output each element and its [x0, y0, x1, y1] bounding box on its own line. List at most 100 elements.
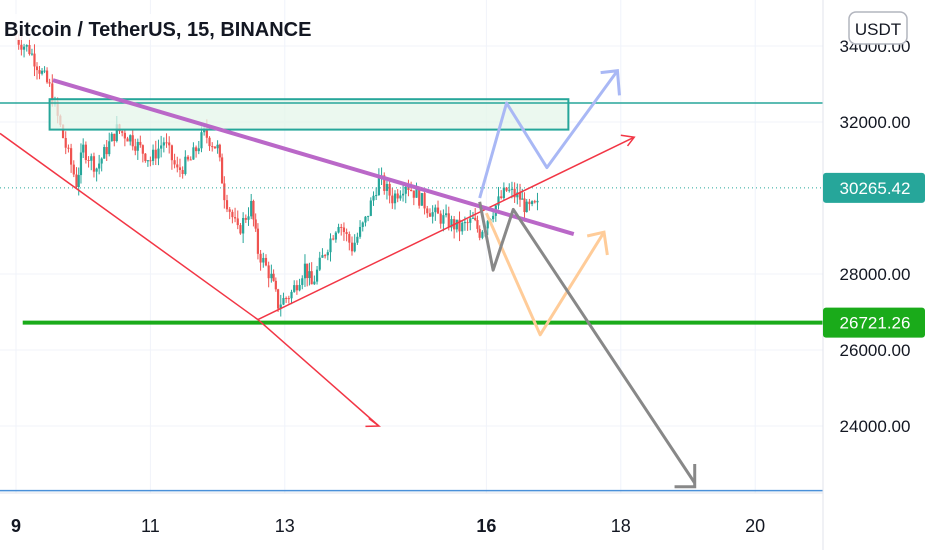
candle-body: [450, 219, 453, 228]
candle-body: [420, 193, 423, 206]
candle-body: [181, 170, 184, 174]
arrowhead-red-up: [620, 134, 636, 147]
candle-body: [252, 200, 255, 220]
candle-body: [393, 193, 397, 204]
candle-body: [279, 304, 282, 309]
candle-body: [356, 236, 359, 243]
candle-body: [340, 226, 343, 228]
candle-body: [256, 228, 260, 254]
candle-body: [350, 242, 354, 252]
candle-body: [197, 148, 200, 152]
candle-body: [337, 226, 340, 233]
candle-body: [22, 46, 26, 50]
resistance-trendline[interactable]: [52, 78, 575, 237]
candle-body: [412, 190, 415, 198]
candle-body: [254, 219, 257, 229]
ascending-trendline[interactable]: [257, 136, 635, 321]
candle-body: [225, 200, 229, 210]
time-tick-label: 16: [476, 516, 496, 536]
price-label-current-background: [823, 172, 925, 203]
candle-body: [75, 174, 78, 188]
candle-body: [84, 144, 87, 160]
time-tick-label: 20: [745, 516, 765, 536]
candle-body: [436, 207, 440, 214]
candle-body: [146, 160, 149, 162]
candle-body: [521, 198, 524, 200]
candle-body: [525, 201, 528, 213]
time-axis[interactable]: 9 11 13 16 18 20: [11, 516, 765, 536]
candle-body: [329, 238, 332, 253]
candle-body: [474, 217, 477, 221]
candle-body: [492, 215, 495, 220]
candle-body: [134, 146, 137, 151]
candle-body: [244, 217, 247, 220]
candle-body: [353, 242, 356, 252]
candle-body: [466, 222, 469, 224]
candle-body: [458, 219, 461, 232]
candle-body: [20, 44, 23, 50]
candle-body: [505, 187, 508, 191]
price-tick-label: 26000.00: [840, 341, 911, 360]
candle-body: [410, 189, 413, 191]
candle-body: [418, 189, 421, 206]
candle-body: [321, 255, 324, 258]
candle-body: [361, 222, 364, 227]
candle-body: [70, 148, 73, 165]
descending-trendline-extension[interactable]: [257, 319, 380, 427]
candle-body: [293, 285, 296, 292]
candle-body: [218, 144, 221, 158]
candle-body: [160, 145, 163, 149]
candle-body: [38, 70, 41, 74]
candle-body: [530, 201, 534, 205]
candle-body: [463, 222, 466, 224]
candle-body: [105, 147, 108, 155]
candle-body: [141, 145, 144, 154]
candle-body: [170, 145, 174, 161]
candle-body: [306, 263, 309, 279]
bearish-projection[interactable]: [478, 201, 696, 484]
candle-body: [108, 141, 111, 155]
candle-body: [165, 142, 168, 144]
descending-trendline[interactable]: [0, 132, 259, 321]
retest-projection[interactable]: [485, 212, 606, 337]
candle-body: [123, 132, 126, 139]
candle-body: [274, 280, 277, 290]
candle-body: [372, 195, 375, 201]
candle-body: [282, 298, 285, 305]
candle-body: [431, 212, 434, 217]
candle-body: [377, 175, 380, 196]
candle-body: [67, 147, 70, 149]
candle-body: [100, 158, 103, 164]
candle-body: [367, 215, 370, 217]
candle-body: [151, 149, 155, 161]
price-labels: 30265.42 26721.26: [823, 172, 925, 338]
candle-body: [434, 207, 437, 213]
currency-badge[interactable]: USDT: [848, 11, 908, 45]
price-label-support: 26721.26: [840, 314, 911, 333]
candle-body: [72, 164, 75, 175]
candle-body: [33, 53, 36, 67]
candle-body: [272, 273, 275, 281]
candle-body: [326, 252, 329, 256]
candle-body: [270, 273, 273, 279]
candle-body: [423, 193, 426, 209]
candle-body: [205, 128, 208, 138]
candle-body: [250, 200, 253, 217]
price-tick-label: 24000.00: [840, 417, 911, 436]
chart-drawings[interactable]: [0, 69, 823, 492]
time-tick-label: 18: [611, 516, 631, 536]
candle-body: [502, 187, 505, 198]
candle-body: [186, 156, 190, 160]
candle-body: [536, 200, 539, 203]
bullish-projection[interactable]: [478, 69, 619, 199]
candle-body: [28, 45, 31, 55]
candle-body: [139, 141, 142, 146]
candle-body: [516, 192, 519, 198]
candle-body: [168, 142, 171, 146]
candle-body: [87, 159, 90, 161]
candle-body: [444, 213, 448, 216]
candle-body: [401, 193, 405, 196]
candle-body: [236, 218, 239, 226]
